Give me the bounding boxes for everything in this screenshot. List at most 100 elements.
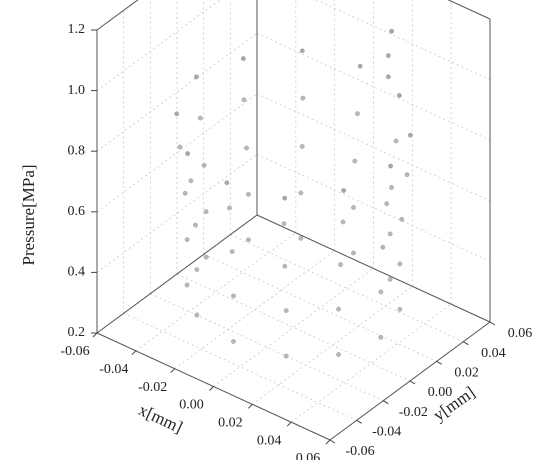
y-tick-label: 0.02 [454,366,479,381]
data-point [241,97,247,103]
data-point [194,312,200,318]
data-point [194,74,199,80]
z-tick-label: 0.6 [68,204,86,219]
z-tick-label: 0.4 [68,265,86,280]
data-point [197,115,203,121]
data-point [378,334,384,340]
data-point [298,235,304,241]
data-point [194,267,200,272]
y-tick-label: 0.06 [508,326,533,341]
x-tick-label: -0.06 [60,344,89,359]
data-point [246,191,251,197]
data-point [283,353,289,359]
tick-mark [329,439,336,444]
data-point [299,48,305,54]
tick-mark [247,403,253,409]
tick-mark [436,360,442,365]
x-tick-label: 0.06 [296,451,321,460]
x-tick-label: -0.02 [138,380,167,395]
data-point [184,237,190,242]
data-point [299,144,305,149]
x-axis-title: x[mm] [136,400,186,437]
data-point [388,163,393,169]
data-point [227,205,232,211]
tick-mark [325,439,331,445]
tick-mark [383,400,389,405]
data-point [174,111,180,117]
data-point [203,209,209,215]
data-point [224,180,230,186]
data-point [231,293,236,299]
x-tick-label: -0.04 [99,362,128,377]
data-point [385,53,391,58]
data-point [193,222,198,228]
z-axis-title: Pressure[MPa] [19,164,38,265]
data-point [340,219,346,225]
data-point [351,250,356,256]
data-point [201,162,207,168]
tick-mark [170,368,176,374]
grid-line [123,312,357,421]
data-point [407,132,413,138]
data-point [182,190,188,196]
data-point [188,178,194,184]
data-point [338,262,343,267]
data-point [404,172,410,178]
y-tick-label: -0.04 [372,425,401,440]
box-edge [256,214,491,323]
x-tick-label: 0.04 [257,433,282,448]
data-point [341,188,347,193]
data-point [396,93,402,98]
tick-mark [489,321,496,326]
y-tick-label: -0.02 [399,405,428,420]
data-point [399,216,405,222]
z-tick-label: 0.2 [68,325,86,340]
tick-mark [131,350,137,356]
x-tick-label: 0.02 [218,416,243,431]
data-point [387,231,393,237]
z-tick-label: 1.0 [68,83,86,98]
data-point [246,237,251,243]
data-point [203,254,209,260]
data-point [357,63,363,69]
data-point [244,145,249,151]
data-point [351,205,356,210]
data-point [240,56,246,61]
data-point [300,95,306,101]
data-point [389,185,394,190]
tick-mark [92,332,98,338]
grid-line [290,303,452,423]
box-edge [447,0,491,20]
data-point [336,352,341,357]
data-point [380,244,386,250]
data-point [397,261,403,267]
tick-mark [286,421,292,427]
data-point [352,158,358,164]
data-point [397,306,403,312]
data-point [184,282,190,288]
data-point [283,308,289,314]
tick-mark [463,341,469,346]
grid-line [176,273,411,382]
data-point [393,138,399,144]
data-point [355,111,360,117]
data-point [336,306,341,312]
tick-mark [409,380,416,385]
y-tick-label: -0.06 [345,444,374,459]
data-point [282,195,288,201]
data-point [281,221,287,226]
y-tick-label: 0.00 [428,385,453,400]
y-tick-label: 0.04 [481,346,506,361]
z-tick-label: 1.2 [68,22,86,37]
x-tick-label: 0.00 [179,398,204,413]
data-point [185,151,191,156]
grid-line [213,268,374,387]
data-point [387,276,393,282]
tick-mark [356,419,362,424]
box-edge [96,214,258,334]
data-point [282,263,288,269]
z-tick-label: 0.8 [68,143,86,158]
data-point [378,289,384,295]
data-point [231,339,236,344]
